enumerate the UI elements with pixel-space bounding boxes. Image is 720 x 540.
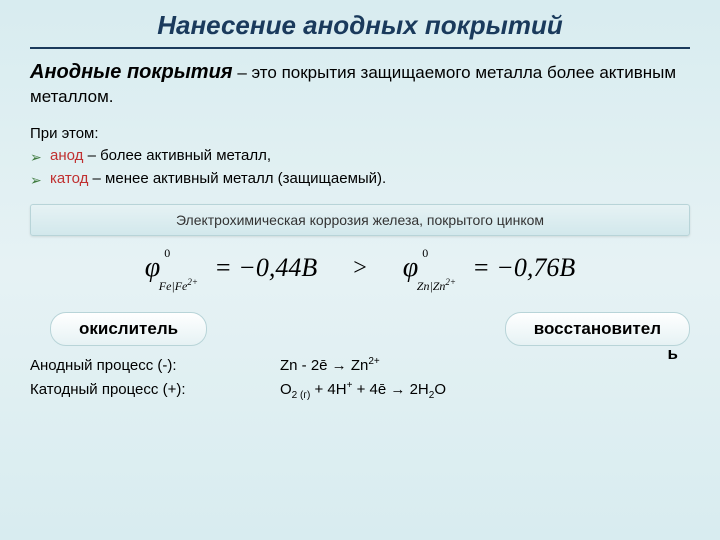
- phi-sup: 0: [164, 246, 170, 261]
- process-labels: Анодный процесс (-): Катодный процесс (+…: [30, 354, 240, 403]
- anode-rest: – более активный металл,: [83, 147, 271, 164]
- reducer-wrap: восстановител ь: [505, 312, 690, 346]
- pill-row: окислитель восстановител ь: [0, 312, 720, 346]
- formula-row: φ 0 Fe|Fe2+ = −0,44B > φ 0 Zn|Zn2+ = −0,…: [30, 252, 690, 284]
- slide-header: Нанесение анодных покрытий: [30, 0, 690, 49]
- cathodic-equation: O2 (г) + 4H+ + 4ē → 2H2O: [280, 378, 446, 404]
- definition-text: Анодные покрытия – это покрытия защищаем…: [30, 59, 690, 109]
- sub-header: Электрохимическая коррозия железа, покры…: [30, 204, 690, 236]
- phi-sub-zn: Zn|Zn2+: [417, 277, 456, 294]
- definition-term: Анодные покрытия: [30, 61, 233, 83]
- content-area: Анодные покрытия – это покрытия защищаем…: [0, 49, 720, 284]
- phi-symbol-zn: φ 0 Zn|Zn2+: [403, 252, 419, 284]
- bullet-list: При этом: ➢ анод – более активный металл…: [30, 123, 690, 191]
- anodic-label: Анодный процесс (-):: [30, 354, 240, 377]
- check-icon: ➢: [30, 170, 42, 191]
- anode-word: анод: [50, 147, 83, 164]
- greater-than: >: [353, 255, 367, 282]
- zn-value: = −0,76B: [472, 253, 575, 283]
- cathode-rest: – менее активный металл (защищаемый).: [88, 170, 386, 187]
- cathode-word: катод: [50, 170, 88, 187]
- phi-sup: 0: [422, 246, 428, 261]
- check-icon: ➢: [30, 147, 42, 168]
- process-block: Анодный процесс (-): Катодный процесс (+…: [0, 354, 720, 403]
- cathodic-label: Катодный процесс (+):: [30, 378, 240, 401]
- oxidizer-pill: окислитель: [50, 312, 207, 346]
- slide-title: Нанесение анодных покрытий: [30, 10, 690, 41]
- fe-value: = −0,44B: [214, 253, 317, 283]
- bullet-item-anode: ➢ анод – более активный металл,: [30, 145, 690, 168]
- reducer-pill: восстановител: [505, 312, 690, 346]
- bullet-item-cathode: ➢ катод – менее активный металл (защищае…: [30, 168, 690, 191]
- phi-sub-fe: Fe|Fe2+: [159, 277, 198, 294]
- anodic-equation: Zn - 2ē → Zn2+: [280, 354, 446, 377]
- phi-symbol-fe: φ 0 Fe|Fe2+: [145, 252, 161, 284]
- formula-fe: φ 0 Fe|Fe2+ = −0,44B: [145, 252, 317, 284]
- reducer-overflow: ь: [668, 344, 678, 364]
- process-equations: Zn - 2ē → Zn2+ O2 (г) + 4H+ + 4ē → 2H2O: [280, 354, 446, 403]
- bullet-intro: При этом:: [30, 123, 690, 146]
- formula-zn: φ 0 Zn|Zn2+ = −0,76B: [403, 252, 575, 284]
